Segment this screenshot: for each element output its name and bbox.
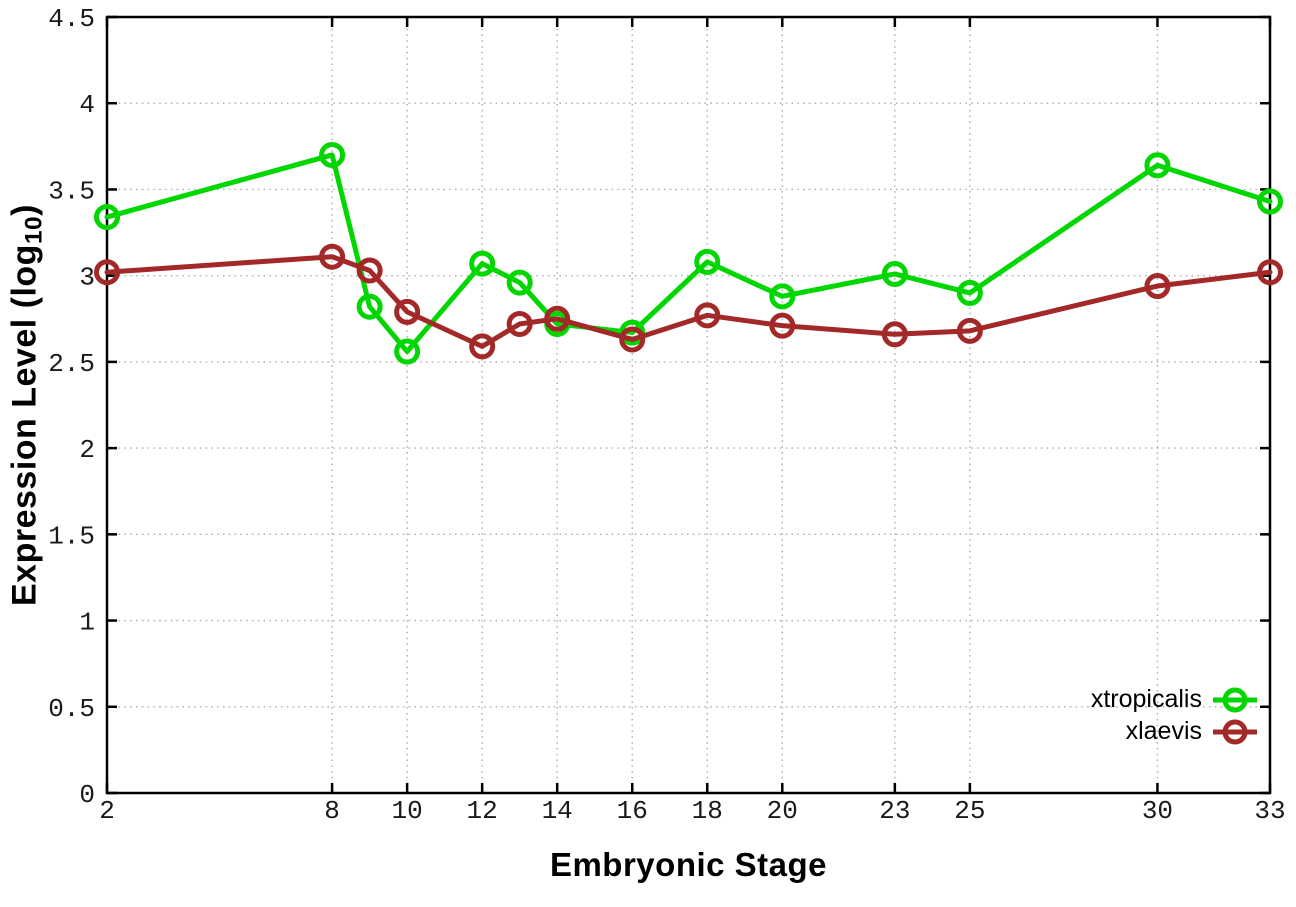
data-point-xlaevis: [469, 333, 496, 360]
y-tick-label: 2: [79, 435, 95, 465]
data-point-xtropicalis: [394, 338, 421, 365]
x-tick-label: 12: [467, 796, 498, 826]
x-tick-label: 20: [767, 796, 798, 826]
x-tick-label: 23: [879, 796, 910, 826]
data-point-xlaevis: [544, 305, 571, 332]
y-axis-label-subscript: 10: [20, 215, 48, 245]
y-tick-label: 3.5: [48, 176, 95, 206]
legend-item-xtropicalis: xtropicalis: [1091, 685, 1258, 714]
data-point-xlaevis: [619, 326, 646, 353]
y-axis-label: Expression Level (log10): [5, 204, 48, 606]
x-tick-label: 33: [1254, 796, 1285, 826]
x-tick-label: 25: [954, 796, 985, 826]
xlaevis-line-marker-icon: [1213, 719, 1257, 744]
y-tick-label: 1.5: [48, 521, 95, 551]
data-point-xlaevis: [694, 302, 721, 329]
x-tick-label: 2: [99, 796, 115, 826]
y-tick-label: 2.5: [48, 349, 95, 379]
data-point-xtropicalis: [319, 141, 346, 168]
legend-label-xlaevis: xlaevis: [1125, 717, 1202, 745]
xtropicalis-line-marker-icon: [1213, 687, 1257, 712]
data-point-xlaevis: [1257, 259, 1283, 286]
data-point-xtropicalis: [881, 260, 908, 287]
data-point-xtropicalis: [94, 204, 120, 231]
data-point-xtropicalis: [469, 250, 496, 277]
data-point-xtropicalis: [694, 248, 721, 275]
data-point-xtropicalis: [769, 283, 796, 310]
x-tick-label: 18: [692, 796, 723, 826]
x-tick-label: 30: [1142, 796, 1173, 826]
y-axis-label-main: Expression Level (log: [5, 244, 44, 606]
plot-border: [105, 15, 1272, 795]
data-point-xtropicalis: [506, 269, 533, 296]
data-point-xlaevis: [394, 298, 421, 325]
x-tick-label: 14: [542, 796, 573, 826]
x-tick-label: 10: [392, 796, 423, 826]
data-point-xlaevis: [506, 310, 533, 337]
y-tick-label: 4: [79, 90, 95, 120]
data-point-xtropicalis: [1144, 152, 1171, 179]
x-tick-label: 8: [324, 796, 340, 826]
y-tick-label: 0: [79, 780, 95, 810]
series-line-xlaevis: [104, 254, 1273, 349]
y-axis-label-end: ): [5, 204, 44, 216]
data-point-xtropicalis: [356, 293, 383, 320]
y-tick-label: 3: [79, 263, 95, 293]
y-tick-label: 0.5: [48, 694, 95, 724]
legend: xtropicalis xlaevis: [1091, 685, 1258, 746]
legend-label-xtropicalis: xtropicalis: [1090, 685, 1202, 713]
data-point-xlaevis: [769, 312, 796, 339]
data-point-xlaevis: [319, 243, 346, 270]
data-point-xtropicalis: [1257, 188, 1283, 215]
data-point-xlaevis: [356, 257, 383, 284]
x-tick-label: 16: [617, 796, 648, 826]
y-tick-label: 4.5: [48, 4, 95, 34]
data-point-xtropicalis: [956, 279, 983, 306]
data-point-xlaevis: [1144, 273, 1171, 300]
data-point-xlaevis: [94, 259, 120, 286]
legend-item-xlaevis: xlaevis: [1126, 717, 1258, 746]
x-axis-label: Embryonic Stage: [549, 846, 828, 883]
data-point-xlaevis: [956, 317, 983, 344]
y-tick-label: 1: [79, 608, 95, 638]
data-point-xlaevis: [881, 321, 908, 348]
